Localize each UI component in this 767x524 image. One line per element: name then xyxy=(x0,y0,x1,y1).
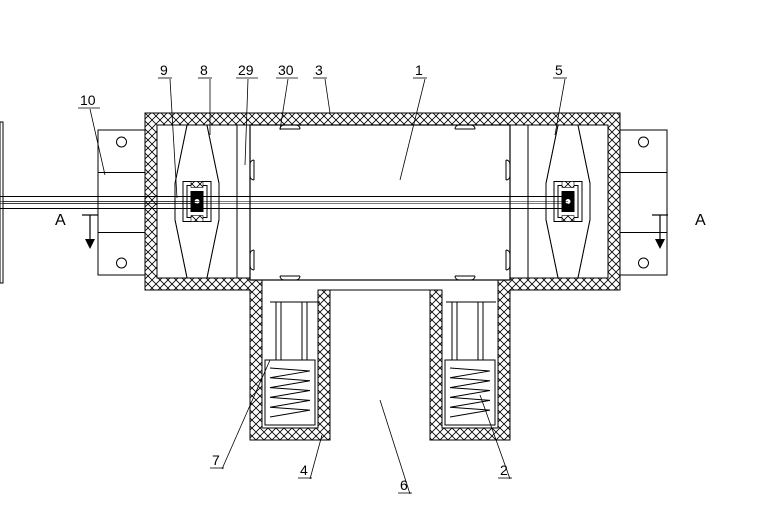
callout-4: 4 xyxy=(298,435,322,479)
callout-label: 2 xyxy=(500,462,508,478)
callout-label: 8 xyxy=(200,62,208,78)
callout-label: 6 xyxy=(400,477,408,493)
callout-label: 3 xyxy=(315,62,323,78)
callout-label: 29 xyxy=(238,62,254,78)
leg-internal xyxy=(445,302,496,425)
callout-label: 30 xyxy=(278,62,294,78)
callout-label: 4 xyxy=(300,462,308,478)
callout-label: 10 xyxy=(80,92,96,108)
callout-label: 1 xyxy=(415,62,423,78)
section-mark-left: A xyxy=(55,212,98,249)
svg-text:A: A xyxy=(695,212,706,229)
leg-internal xyxy=(265,302,320,425)
technical-diagram: AA109829303157462 xyxy=(0,0,767,524)
callout-label: 7 xyxy=(212,452,220,468)
section-mark-right: A xyxy=(652,212,706,249)
callout-6: 6 xyxy=(380,400,412,494)
svg-text:A: A xyxy=(55,212,66,229)
callout-label: 9 xyxy=(160,62,168,78)
inner-chamber xyxy=(250,125,510,280)
callout-label: 5 xyxy=(555,62,563,78)
callout-3: 3 xyxy=(313,62,330,113)
